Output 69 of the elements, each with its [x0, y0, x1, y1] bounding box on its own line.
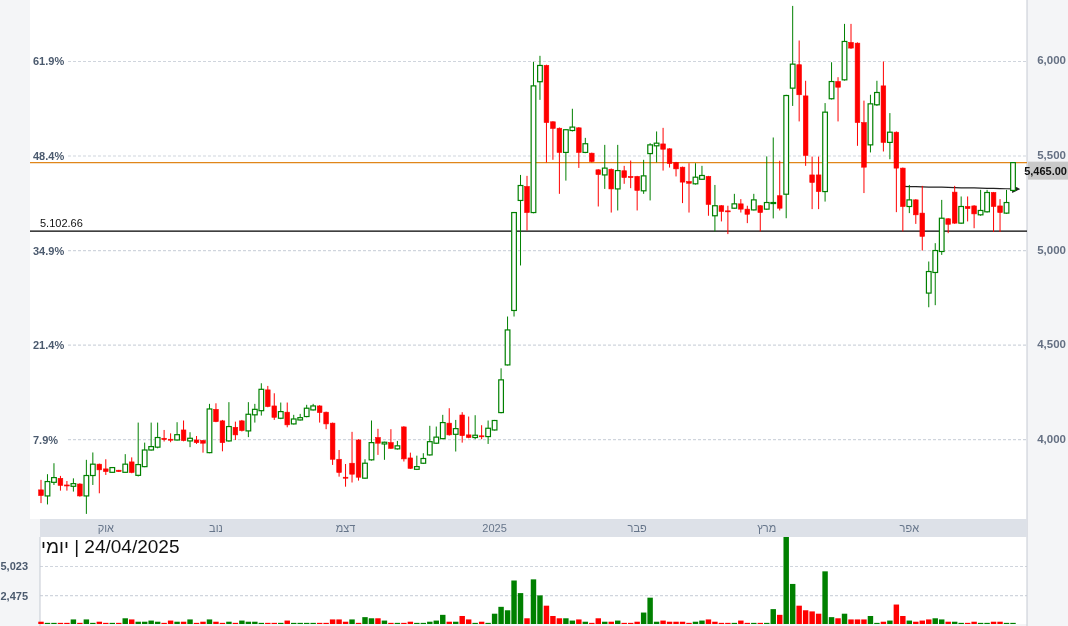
candlestick — [122, 453, 129, 474]
candlestick — [595, 168, 601, 207]
candlestick — [375, 428, 381, 456]
candlestick — [187, 431, 193, 448]
x-tick-label: אוק — [97, 522, 115, 534]
bar — [70, 619, 77, 624]
bar — [349, 619, 355, 624]
candlestick — [608, 168, 614, 214]
candlestick — [174, 421, 181, 442]
candlestick — [711, 184, 718, 232]
ref-line-label: 5.102.66 — [40, 217, 83, 230]
x-tick-label: אפר — [899, 522, 920, 534]
bar — [375, 618, 381, 624]
candlestick — [38, 479, 44, 504]
y-tick-label: 4,500 — [1037, 338, 1066, 351]
bar — [206, 619, 213, 624]
candlestick — [640, 159, 647, 195]
candlestick — [342, 463, 349, 488]
bar — [576, 619, 582, 624]
candlestick — [388, 428, 394, 450]
candlestick — [472, 414, 479, 440]
bar — [187, 619, 193, 624]
candlestick — [452, 419, 459, 453]
x-tick-label: מרץ — [757, 522, 777, 534]
candlestick — [828, 61, 835, 100]
candlestick — [537, 55, 543, 101]
bar — [835, 618, 841, 624]
y2-tick-label: 34.9% — [33, 244, 65, 257]
candlestick — [614, 144, 621, 211]
candlestick — [446, 407, 452, 437]
y-tick-label: 5,023 — [0, 560, 28, 573]
candlestick — [601, 144, 608, 190]
x-tick-label: דצמ — [335, 522, 356, 534]
y-tick-label: 4,000 — [1037, 432, 1066, 445]
bar — [945, 621, 951, 624]
y-tick-label: 2,475 — [0, 589, 28, 602]
y2-tick-label: 61.9% — [33, 55, 65, 68]
bar — [770, 609, 776, 624]
candlestick — [362, 458, 368, 480]
x-tick-label: פבר — [627, 522, 648, 534]
bar — [122, 618, 128, 624]
bar — [129, 619, 135, 624]
ref-line-label: 5,465.00 — [1024, 164, 1067, 177]
candlestick — [886, 112, 893, 160]
x-tick-label: 2025 — [482, 522, 507, 534]
y2-tick-label: 21.4% — [33, 339, 65, 352]
bar — [38, 621, 44, 624]
candlestick — [958, 195, 965, 225]
bar — [777, 614, 783, 624]
y2-tick-label: 7.9% — [33, 433, 59, 446]
candlestick — [284, 402, 290, 428]
candlestick — [757, 204, 763, 232]
candlestick — [906, 184, 913, 214]
candlestick — [368, 420, 375, 462]
candlestick — [835, 76, 841, 122]
chart-title: 24/04/2025 | יומי — [41, 536, 180, 558]
x-tick-label: נוב — [209, 522, 223, 534]
bar — [887, 620, 893, 624]
y-tick-label: 5,500 — [1037, 149, 1066, 162]
candlestick — [1003, 189, 1010, 215]
y-tick-label: 6,000 — [1037, 54, 1066, 67]
y2-tick-label: 48.4% — [33, 149, 65, 162]
candlestick — [777, 160, 783, 211]
bar — [524, 618, 530, 624]
candlestick — [517, 174, 524, 266]
candlestick — [225, 401, 232, 443]
y-tick-label: 5,000 — [1037, 243, 1066, 256]
bar — [226, 621, 232, 624]
bar — [174, 621, 180, 624]
